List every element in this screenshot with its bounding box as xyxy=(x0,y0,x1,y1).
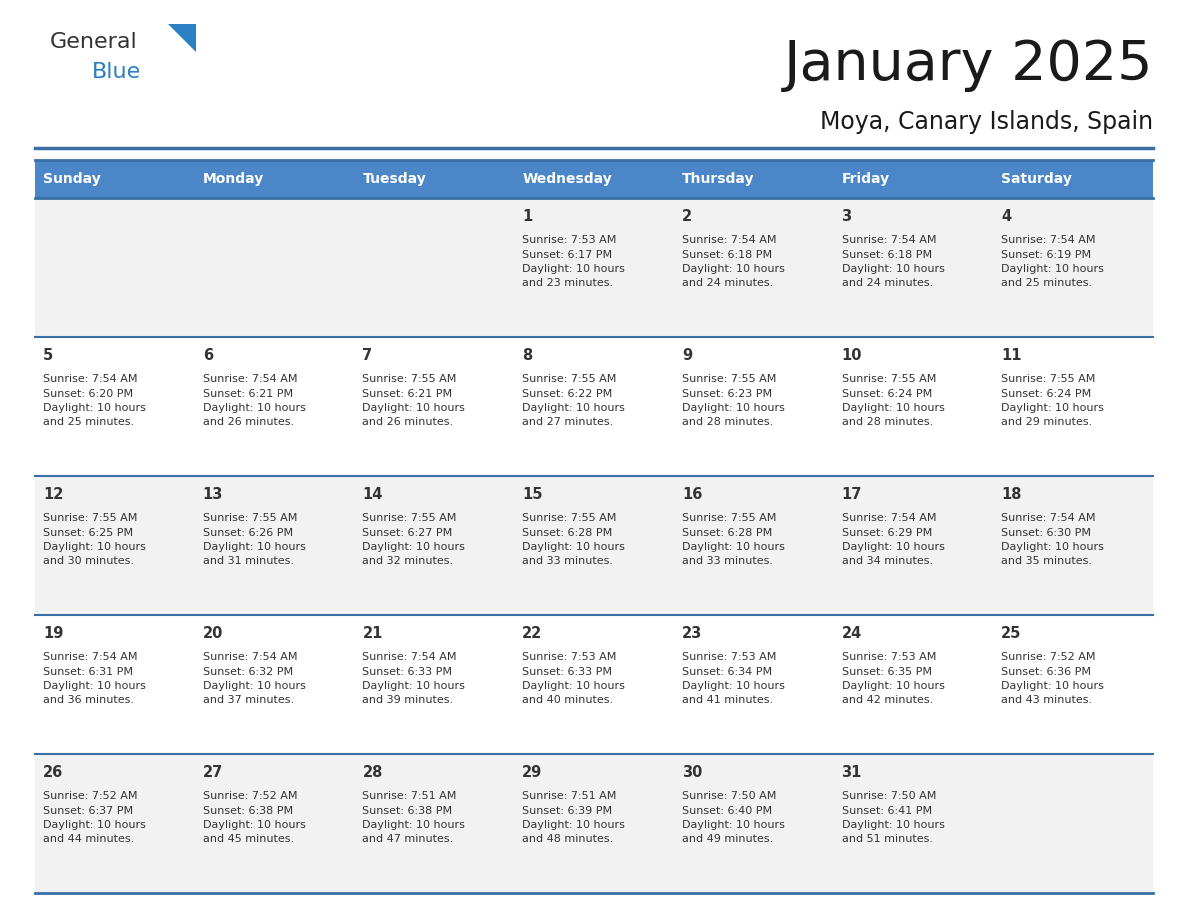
Text: Sunrise: 7:54 AM
Sunset: 6:32 PM
Daylight: 10 hours
and 37 minutes.: Sunrise: 7:54 AM Sunset: 6:32 PM Dayligh… xyxy=(203,652,305,705)
Text: Thursday: Thursday xyxy=(682,172,754,186)
Text: Sunrise: 7:55 AM
Sunset: 6:23 PM
Daylight: 10 hours
and 28 minutes.: Sunrise: 7:55 AM Sunset: 6:23 PM Dayligh… xyxy=(682,375,785,427)
Text: Sunrise: 7:51 AM
Sunset: 6:38 PM
Daylight: 10 hours
and 47 minutes.: Sunrise: 7:51 AM Sunset: 6:38 PM Dayligh… xyxy=(362,791,466,845)
Text: 17: 17 xyxy=(841,487,862,502)
Text: 28: 28 xyxy=(362,765,383,780)
Text: 16: 16 xyxy=(682,487,702,502)
Bar xyxy=(993,160,1154,198)
Text: 31: 31 xyxy=(841,765,862,780)
Text: Sunrise: 7:54 AM
Sunset: 6:18 PM
Daylight: 10 hours
and 24 minutes.: Sunrise: 7:54 AM Sunset: 6:18 PM Dayligh… xyxy=(682,235,785,288)
Text: Sunrise: 7:55 AM
Sunset: 6:24 PM
Daylight: 10 hours
and 29 minutes.: Sunrise: 7:55 AM Sunset: 6:24 PM Dayligh… xyxy=(1001,375,1104,427)
Text: 20: 20 xyxy=(203,626,223,641)
Text: Sunrise: 7:53 AM
Sunset: 6:34 PM
Daylight: 10 hours
and 41 minutes.: Sunrise: 7:53 AM Sunset: 6:34 PM Dayligh… xyxy=(682,652,785,705)
Text: Sunrise: 7:51 AM
Sunset: 6:39 PM
Daylight: 10 hours
and 48 minutes.: Sunrise: 7:51 AM Sunset: 6:39 PM Dayligh… xyxy=(523,791,625,845)
Text: Sunrise: 7:55 AM
Sunset: 6:28 PM
Daylight: 10 hours
and 33 minutes.: Sunrise: 7:55 AM Sunset: 6:28 PM Dayligh… xyxy=(523,513,625,566)
Bar xyxy=(34,198,1154,337)
Bar xyxy=(34,160,195,198)
Text: 14: 14 xyxy=(362,487,383,502)
Text: Sunrise: 7:54 AM
Sunset: 6:19 PM
Daylight: 10 hours
and 25 minutes.: Sunrise: 7:54 AM Sunset: 6:19 PM Dayligh… xyxy=(1001,235,1104,288)
Text: 15: 15 xyxy=(523,487,543,502)
Bar xyxy=(34,615,1154,754)
Text: Sunrise: 7:54 AM
Sunset: 6:21 PM
Daylight: 10 hours
and 26 minutes.: Sunrise: 7:54 AM Sunset: 6:21 PM Dayligh… xyxy=(203,375,305,427)
Bar xyxy=(834,160,993,198)
Text: Sunrise: 7:53 AM
Sunset: 6:35 PM
Daylight: 10 hours
and 42 minutes.: Sunrise: 7:53 AM Sunset: 6:35 PM Dayligh… xyxy=(841,652,944,705)
Text: Sunrise: 7:54 AM
Sunset: 6:30 PM
Daylight: 10 hours
and 35 minutes.: Sunrise: 7:54 AM Sunset: 6:30 PM Dayligh… xyxy=(1001,513,1104,566)
Text: Sunrise: 7:52 AM
Sunset: 6:38 PM
Daylight: 10 hours
and 45 minutes.: Sunrise: 7:52 AM Sunset: 6:38 PM Dayligh… xyxy=(203,791,305,845)
Text: Sunrise: 7:55 AM
Sunset: 6:22 PM
Daylight: 10 hours
and 27 minutes.: Sunrise: 7:55 AM Sunset: 6:22 PM Dayligh… xyxy=(523,375,625,427)
Text: Sunrise: 7:53 AM
Sunset: 6:17 PM
Daylight: 10 hours
and 23 minutes.: Sunrise: 7:53 AM Sunset: 6:17 PM Dayligh… xyxy=(523,235,625,288)
Text: General: General xyxy=(50,32,138,52)
Text: 26: 26 xyxy=(43,765,63,780)
Text: 12: 12 xyxy=(43,487,63,502)
Bar xyxy=(34,476,1154,615)
Text: Sunrise: 7:55 AM
Sunset: 6:25 PM
Daylight: 10 hours
and 30 minutes.: Sunrise: 7:55 AM Sunset: 6:25 PM Dayligh… xyxy=(43,513,146,566)
Text: Sunrise: 7:54 AM
Sunset: 6:18 PM
Daylight: 10 hours
and 24 minutes.: Sunrise: 7:54 AM Sunset: 6:18 PM Dayligh… xyxy=(841,235,944,288)
Text: 5: 5 xyxy=(43,348,53,364)
Text: Sunrise: 7:53 AM
Sunset: 6:33 PM
Daylight: 10 hours
and 40 minutes.: Sunrise: 7:53 AM Sunset: 6:33 PM Dayligh… xyxy=(523,652,625,705)
Text: 19: 19 xyxy=(43,626,63,641)
Text: Sunrise: 7:54 AM
Sunset: 6:29 PM
Daylight: 10 hours
and 34 minutes.: Sunrise: 7:54 AM Sunset: 6:29 PM Dayligh… xyxy=(841,513,944,566)
Text: 6: 6 xyxy=(203,348,213,364)
Text: January 2025: January 2025 xyxy=(784,38,1154,92)
Text: 25: 25 xyxy=(1001,626,1022,641)
Bar xyxy=(195,160,354,198)
Text: Monday: Monday xyxy=(203,172,264,186)
Bar xyxy=(34,754,1154,893)
Text: Sunrise: 7:55 AM
Sunset: 6:24 PM
Daylight: 10 hours
and 28 minutes.: Sunrise: 7:55 AM Sunset: 6:24 PM Dayligh… xyxy=(841,375,944,427)
Text: 3: 3 xyxy=(841,209,852,224)
Bar xyxy=(34,337,1154,476)
Bar xyxy=(514,160,674,198)
Text: 2: 2 xyxy=(682,209,691,224)
Text: Blue: Blue xyxy=(91,62,141,82)
Text: Sunrise: 7:55 AM
Sunset: 6:28 PM
Daylight: 10 hours
and 33 minutes.: Sunrise: 7:55 AM Sunset: 6:28 PM Dayligh… xyxy=(682,513,785,566)
Text: 18: 18 xyxy=(1001,487,1022,502)
Text: Tuesday: Tuesday xyxy=(362,172,426,186)
Text: Sunrise: 7:54 AM
Sunset: 6:33 PM
Daylight: 10 hours
and 39 minutes.: Sunrise: 7:54 AM Sunset: 6:33 PM Dayligh… xyxy=(362,652,466,705)
Text: 24: 24 xyxy=(841,626,861,641)
Text: Friday: Friday xyxy=(841,172,890,186)
Text: 21: 21 xyxy=(362,626,383,641)
Text: Sunrise: 7:50 AM
Sunset: 6:40 PM
Daylight: 10 hours
and 49 minutes.: Sunrise: 7:50 AM Sunset: 6:40 PM Dayligh… xyxy=(682,791,785,845)
Text: Sunrise: 7:55 AM
Sunset: 6:26 PM
Daylight: 10 hours
and 31 minutes.: Sunrise: 7:55 AM Sunset: 6:26 PM Dayligh… xyxy=(203,513,305,566)
Text: 13: 13 xyxy=(203,487,223,502)
Text: 29: 29 xyxy=(523,765,543,780)
Text: 9: 9 xyxy=(682,348,691,364)
Text: 11: 11 xyxy=(1001,348,1022,364)
Text: Sunrise: 7:52 AM
Sunset: 6:36 PM
Daylight: 10 hours
and 43 minutes.: Sunrise: 7:52 AM Sunset: 6:36 PM Dayligh… xyxy=(1001,652,1104,705)
Text: 7: 7 xyxy=(362,348,373,364)
Text: 8: 8 xyxy=(523,348,532,364)
Text: 4: 4 xyxy=(1001,209,1011,224)
Text: Sunday: Sunday xyxy=(43,172,101,186)
Text: Sunrise: 7:55 AM
Sunset: 6:27 PM
Daylight: 10 hours
and 32 minutes.: Sunrise: 7:55 AM Sunset: 6:27 PM Dayligh… xyxy=(362,513,466,566)
Polygon shape xyxy=(168,24,196,52)
Text: 22: 22 xyxy=(523,626,543,641)
Text: Sunrise: 7:54 AM
Sunset: 6:31 PM
Daylight: 10 hours
and 36 minutes.: Sunrise: 7:54 AM Sunset: 6:31 PM Dayligh… xyxy=(43,652,146,705)
Bar xyxy=(674,160,834,198)
Text: Saturday: Saturday xyxy=(1001,172,1072,186)
Text: Sunrise: 7:50 AM
Sunset: 6:41 PM
Daylight: 10 hours
and 51 minutes.: Sunrise: 7:50 AM Sunset: 6:41 PM Dayligh… xyxy=(841,791,944,845)
Text: Sunrise: 7:54 AM
Sunset: 6:20 PM
Daylight: 10 hours
and 25 minutes.: Sunrise: 7:54 AM Sunset: 6:20 PM Dayligh… xyxy=(43,375,146,427)
Text: 23: 23 xyxy=(682,626,702,641)
Text: 30: 30 xyxy=(682,765,702,780)
Text: Moya, Canary Islands, Spain: Moya, Canary Islands, Spain xyxy=(820,110,1154,134)
Bar xyxy=(354,160,514,198)
Text: Sunrise: 7:52 AM
Sunset: 6:37 PM
Daylight: 10 hours
and 44 minutes.: Sunrise: 7:52 AM Sunset: 6:37 PM Dayligh… xyxy=(43,791,146,845)
Text: Wednesday: Wednesday xyxy=(523,172,612,186)
Text: 10: 10 xyxy=(841,348,862,364)
Text: 1: 1 xyxy=(523,209,532,224)
Text: 27: 27 xyxy=(203,765,223,780)
Text: Sunrise: 7:55 AM
Sunset: 6:21 PM
Daylight: 10 hours
and 26 minutes.: Sunrise: 7:55 AM Sunset: 6:21 PM Dayligh… xyxy=(362,375,466,427)
